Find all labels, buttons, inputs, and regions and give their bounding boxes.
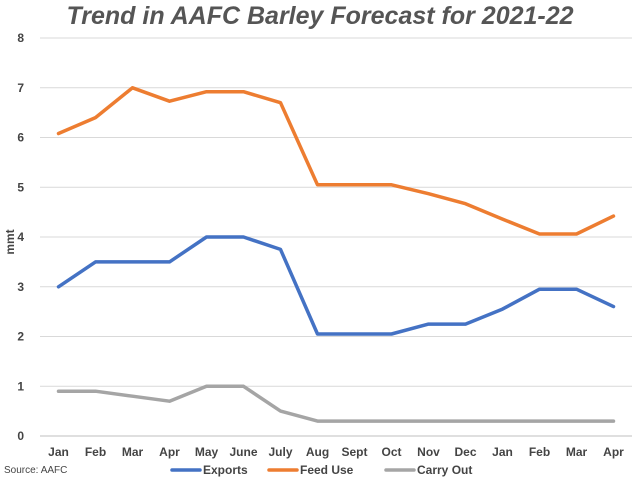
x-axis-ticks: Jan Feb Mar Apr May June July Aug Sept Oct Nov Dec J… — [48, 445, 624, 459]
gridlines — [40, 37, 632, 437]
y-tick-label: 4 — [17, 230, 24, 244]
x-tick-label: Apr — [603, 445, 624, 459]
y-tick-label: 0 — [17, 429, 24, 443]
source-note: Source: AAFC — [4, 465, 68, 476]
x-tick-label: July — [268, 445, 292, 459]
y-tick-label: 2 — [17, 330, 24, 344]
x-tick-label: Apr — [159, 445, 180, 459]
y-tick-label: 3 — [17, 280, 24, 294]
y-tick-label: 1 — [17, 379, 24, 393]
x-tick-label: Sept — [341, 445, 367, 459]
legend: Exports Feed Use Carry Out — [170, 463, 472, 477]
y-tick-label: 6 — [17, 131, 24, 145]
legend-label: Feed Use — [300, 463, 354, 477]
y-tick-label: 5 — [17, 180, 24, 194]
series-line-carry-out — [56, 384, 616, 423]
x-tick-label: Jan — [492, 445, 513, 459]
x-tick-label: Feb — [85, 445, 106, 459]
series-line-feed-use — [56, 86, 616, 236]
y-tick-label: 8 — [17, 31, 24, 45]
x-tick-label: Nov — [417, 445, 440, 459]
y-axis-ticks: 0 1 2 3 4 5 6 7 8 — [17, 31, 24, 443]
y-tick-label: 7 — [17, 81, 24, 95]
legend-label: Carry Out — [417, 463, 472, 477]
x-tick-label: Dec — [454, 445, 476, 459]
x-tick-label: Aug — [306, 445, 329, 459]
x-tick-label: Oct — [381, 445, 401, 459]
x-tick-label: June — [229, 445, 257, 459]
x-tick-label: Mar — [122, 445, 144, 459]
x-tick-label: May — [195, 445, 219, 459]
x-tick-label: Feb — [529, 445, 550, 459]
x-tick-label: Mar — [566, 445, 588, 459]
x-tick-label: Jan — [48, 445, 69, 459]
chart-title: Trend in AAFC Barley Forecast for 2021-2… — [66, 2, 574, 30]
series-line-exports — [56, 235, 616, 336]
series-lines — [56, 86, 616, 423]
legend-label: Exports — [203, 463, 248, 477]
y-axis-label: mmt — [3, 229, 17, 254]
